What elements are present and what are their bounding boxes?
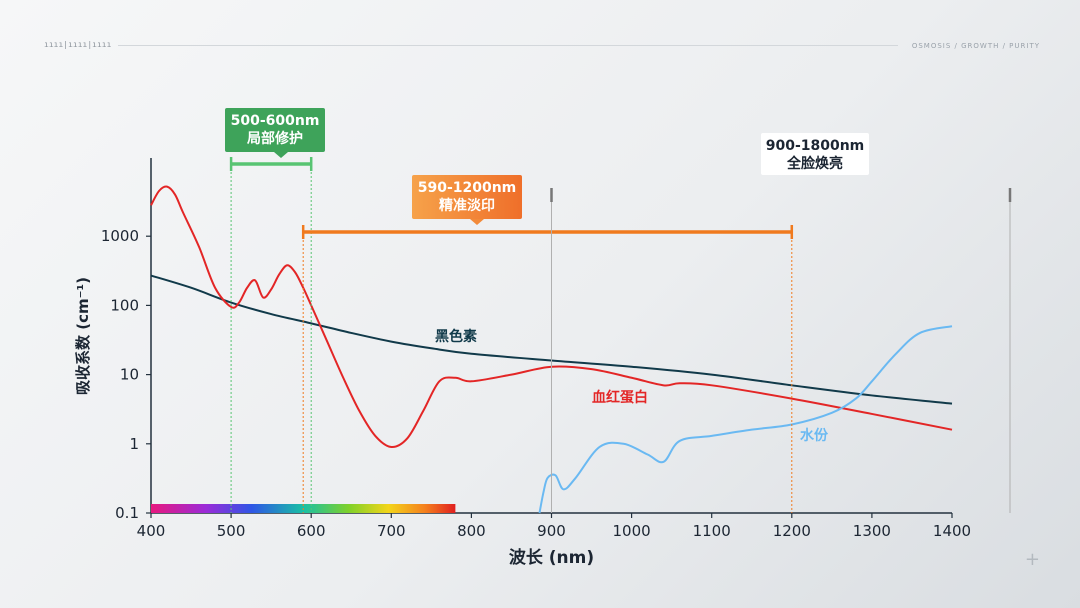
y-tick-label: 1 — [129, 435, 139, 453]
x-tick-label: 900 — [537, 522, 566, 540]
x-tick-label: 1000 — [613, 522, 651, 540]
range-label-bottom: 精准淡印 — [439, 197, 495, 214]
top-right-tagline: OSMOSIS / GROWTH / PURITY — [911, 42, 1040, 50]
range-label-box — [412, 175, 522, 219]
x-tick-label: 700 — [377, 522, 406, 540]
series-line-血红蛋白 — [150, 185, 953, 448]
series-lines — [150, 185, 953, 514]
y-axis-title: 吸收系数 (cm⁻¹) — [74, 277, 92, 395]
x-tick-label: 1100 — [693, 522, 731, 540]
range-label-pointer — [470, 219, 484, 225]
x-tick-label: 1200 — [773, 522, 811, 540]
y-tick-label: 1000 — [101, 227, 139, 245]
series-line-黑色素 — [150, 274, 953, 405]
x-tick-label: 500 — [217, 522, 246, 540]
y-tick-label: 0.1 — [115, 504, 139, 522]
top-divider-line — [118, 45, 898, 46]
range-label-top: 590-1200nm — [418, 180, 517, 196]
x-tick-label: 1300 — [853, 522, 891, 540]
series-label: 水份 — [800, 427, 829, 444]
x-tick-label: 600 — [297, 522, 326, 540]
range-label-top: 500-600nm — [231, 113, 320, 129]
range-label-box — [761, 133, 869, 175]
x-tick-label: 800 — [457, 522, 486, 540]
range-label-bottom: 全脸焕亮 — [786, 155, 843, 172]
series-label: 黑色素 — [435, 328, 477, 345]
x-tick-label: 400 — [137, 522, 166, 540]
range-label-top: 900-1800nm — [766, 138, 865, 154]
axes: 400 500 600 700 800 900 1000 1100 1200 1300 14000.… — [74, 158, 971, 568]
series-label: 血红蛋白 — [592, 389, 648, 406]
plus-icon: + — [1024, 549, 1040, 570]
x-tick-label: 1400 — [933, 522, 971, 540]
x-axis-title: 波长 (nm) — [509, 547, 594, 568]
y-tick-label: 10 — [120, 366, 139, 384]
range-label-box — [225, 108, 325, 152]
series-line-水份 — [538, 325, 953, 514]
y-tick-label: 100 — [110, 296, 139, 314]
range-label-pointer — [274, 152, 288, 158]
range-label-bottom: 局部修护 — [247, 130, 303, 147]
top-left-ruler-decoration: ıııı|ıııı|ıııı — [44, 40, 112, 49]
